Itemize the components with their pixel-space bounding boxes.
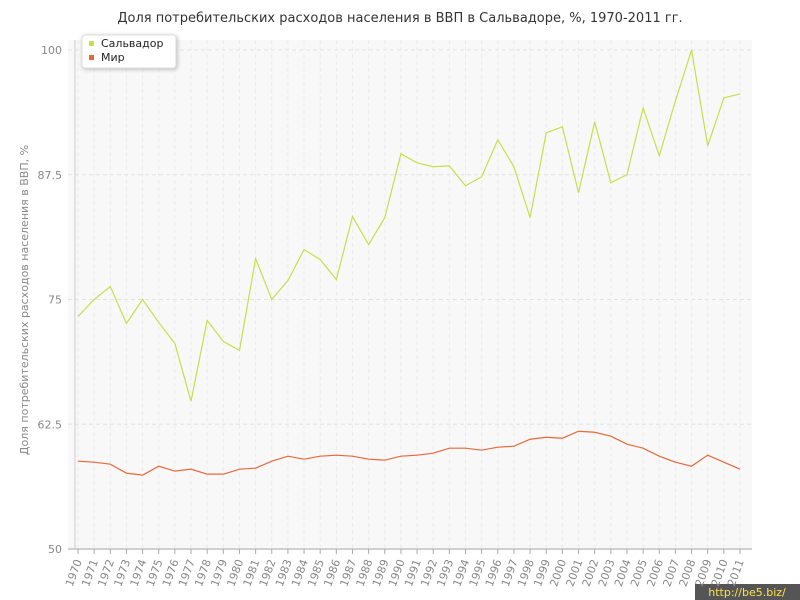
series-line xyxy=(77,49,741,402)
watermark-bg xyxy=(695,584,800,600)
legend-swatch xyxy=(89,41,94,46)
legend-label: Мир xyxy=(101,51,125,64)
legend-swatch xyxy=(89,55,94,60)
series-line xyxy=(77,430,741,476)
legend-box xyxy=(81,34,177,69)
y-tick-label: 100 xyxy=(41,44,62,57)
y-tick-label: 87.5 xyxy=(38,169,63,182)
plot-background xyxy=(68,40,752,550)
y-tick-label: 62.5 xyxy=(38,418,63,431)
chart-title: Доля потребительских расходов населения … xyxy=(117,11,682,26)
y-axis-label: Доля потребительских расходов населения … xyxy=(18,145,31,455)
legend-label: Сальвадор xyxy=(101,37,163,50)
y-tick-label: 50 xyxy=(48,543,62,556)
watermark: http://be5.biz/ xyxy=(708,586,786,599)
y-tick-label: 75 xyxy=(48,294,62,307)
